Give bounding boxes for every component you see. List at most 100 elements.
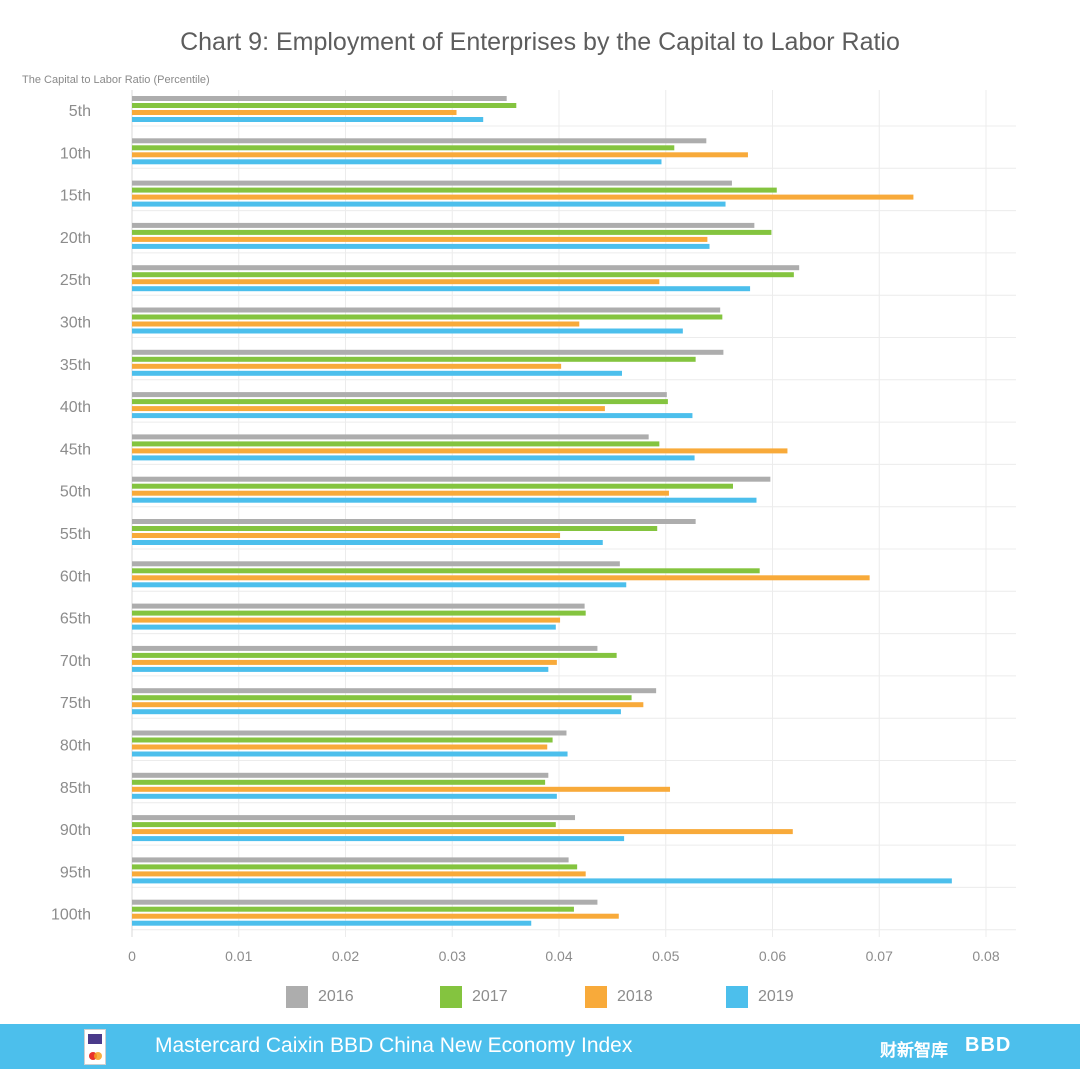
y-tick-label: 100th — [51, 907, 91, 924]
bar-2019-95th — [132, 878, 952, 884]
legend-swatch — [286, 986, 308, 1008]
legend-item-2016: 2016 — [286, 986, 354, 1008]
bar-2017-45th — [132, 441, 660, 447]
bar-2019-90th — [132, 836, 625, 842]
bar-2017-30th — [132, 314, 723, 320]
bar-2018-25th — [132, 279, 660, 285]
chart-title: Chart 9: Employment of Enterprises by th… — [180, 28, 900, 56]
bar-2018-45th — [132, 448, 788, 454]
y-axis-label: The Capital to Labor Ratio (Percentile) — [22, 74, 210, 86]
y-tick-labels: 5th 10th 15th 20th 25th 30th 35th 40th 45th 50th 5… — [51, 103, 91, 924]
chart-plot: 5th 10th 15th 20th 25th 30th 35th 40th 45th 50th 5… — [51, 90, 1016, 964]
bar-2018-60th — [132, 575, 870, 581]
bar-2016-100th — [132, 899, 598, 905]
bar-2016-70th — [132, 645, 598, 651]
bar-2017-25th — [132, 272, 794, 278]
bar-2019-20th — [132, 243, 710, 249]
x-tick-label: 0 — [128, 948, 136, 964]
bar-2019-5th — [132, 117, 484, 122]
bar-2019-50th — [132, 497, 757, 503]
bar-2017-80th — [132, 737, 553, 743]
bar-2019-75th — [132, 709, 621, 715]
y-tick-label: 25th — [60, 272, 91, 289]
y-tick-label: 50th — [60, 484, 91, 501]
bar-2017-85th — [132, 779, 546, 785]
bar-2017-10th — [132, 145, 675, 151]
bar-2018-75th — [132, 702, 644, 708]
legend-swatch — [726, 986, 748, 1008]
y-tick-label: 40th — [60, 399, 91, 416]
footer-title: Mastercard Caixin BBD China New Economy … — [155, 1034, 633, 1057]
bbd-logo: BBD — [965, 1034, 1012, 1056]
bar-2019-70th — [132, 666, 549, 672]
x-tick-label: 0.07 — [866, 948, 893, 964]
bar-2019-60th — [132, 582, 627, 588]
y-tick-label: 15th — [60, 188, 91, 205]
legend-item-2017: 2017 — [440, 986, 508, 1008]
bar-2018-90th — [132, 829, 793, 835]
legend-label: 2016 — [318, 988, 354, 1005]
bar-2017-55th — [132, 526, 658, 531]
grid-lines — [131, 90, 1016, 937]
legend-item-2018: 2018 — [585, 986, 653, 1008]
caixin-logo: 财新智库 — [880, 1041, 948, 1060]
bar-2018-55th — [132, 533, 561, 538]
y-tick-label: 55th — [60, 526, 91, 543]
bar-2019-45th — [132, 455, 695, 461]
legend-label: 2017 — [472, 988, 508, 1005]
bar-2017-60th — [132, 568, 760, 574]
bar-2019-35th — [132, 370, 622, 376]
bar-2016-15th — [132, 180, 732, 186]
bar-2018-100th — [132, 913, 619, 919]
bar-2018-50th — [132, 490, 669, 496]
y-tick-label: 20th — [60, 230, 91, 247]
bar-2019-15th — [132, 201, 726, 207]
footer-bar: Mastercard Caixin BBD China New Economy … — [0, 1024, 1080, 1069]
bar-2019-30th — [132, 328, 683, 334]
y-tick-label: 70th — [60, 653, 91, 670]
new-economy-logo — [84, 1029, 106, 1065]
y-tick-label: 30th — [60, 315, 91, 332]
bar-2016-80th — [132, 730, 567, 736]
bar-2019-25th — [132, 286, 751, 292]
bar-2018-70th — [132, 659, 557, 665]
bar-2016-30th — [132, 307, 721, 313]
x-tick-labels: 0 0.01 0.02 0.03 0.04 0.05 0.06 0.07 0.08 — [128, 948, 1000, 964]
y-tick-label: 45th — [60, 441, 91, 458]
legend-label: 2018 — [617, 988, 653, 1005]
bar-2016-95th — [132, 857, 569, 863]
bar-2016-55th — [132, 519, 696, 524]
bar-2018-35th — [132, 363, 562, 369]
bar-2019-40th — [132, 413, 693, 419]
bar-2016-90th — [132, 815, 576, 821]
bar-2016-65th — [132, 603, 585, 609]
bar-2019-100th — [132, 920, 532, 926]
bar-2017-5th — [132, 103, 517, 108]
bars — [132, 96, 952, 926]
bar-2016-5th — [132, 96, 507, 101]
bar-2018-65th — [132, 617, 561, 623]
y-tick-label: 5th — [69, 103, 91, 120]
bar-2016-40th — [132, 392, 667, 398]
bar-2017-90th — [132, 822, 556, 828]
bar-2019-65th — [132, 624, 556, 630]
bar-2017-75th — [132, 695, 632, 701]
y-tick-label: 10th — [60, 145, 91, 162]
bar-2017-35th — [132, 356, 696, 362]
bar-2018-20th — [132, 236, 708, 242]
bar-2017-65th — [132, 610, 586, 616]
y-tick-label: 60th — [60, 568, 91, 585]
legend-swatch — [585, 986, 607, 1008]
x-tick-label: 0.03 — [439, 948, 466, 964]
bar-2018-15th — [132, 194, 914, 200]
bar-2018-80th — [132, 744, 548, 750]
x-tick-label: 0.01 — [225, 948, 252, 964]
bar-2018-40th — [132, 406, 605, 412]
bar-2016-45th — [132, 434, 649, 440]
bar-2019-80th — [132, 751, 568, 757]
bar-2016-10th — [132, 138, 707, 144]
y-tick-label: 75th — [60, 695, 91, 712]
y-tick-label: 85th — [60, 780, 91, 797]
bar-2017-40th — [132, 399, 668, 405]
y-tick-label: 65th — [60, 611, 91, 628]
